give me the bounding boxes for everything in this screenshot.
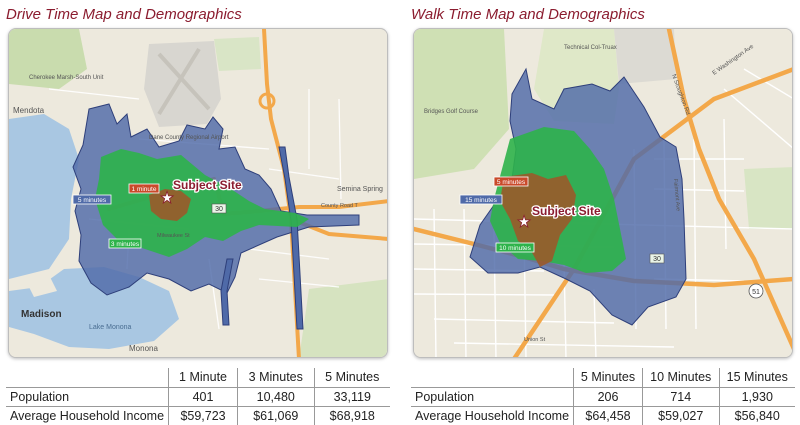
monona-label: Monona <box>129 344 158 353</box>
walk-time-map[interactable]: 30 51 15 minutes 10 minutes 5 minutes ★ … <box>413 28 793 358</box>
walk-income-row: Average Household Income $64,458 $59,027… <box>411 406 795 425</box>
technical-college-label: Technical Col-Truax <box>564 45 617 51</box>
drive-inc-3min: $61,069 <box>237 406 315 425</box>
drive-subject-star-icon: ★ <box>160 190 174 207</box>
milwaukee-st-label: Milwaukee St <box>157 233 190 239</box>
drive-1min-label: 1 minute <box>132 186 157 193</box>
walk-5min-label: 5 minutes <box>497 179 526 186</box>
walk-time-panel: Walk Time Map and Demographics <box>405 0 800 425</box>
walk-route-51-shield: 51 <box>752 289 760 296</box>
union-st-label: Union St <box>524 337 546 343</box>
walk-table-header-row: 5 Minutes 10 Minutes 15 Minutes <box>411 368 795 388</box>
drive-route-30-shield: 30 <box>215 206 223 213</box>
drive-col-5min: 5 Minutes <box>313 368 390 388</box>
airport-label: Dane County Regional Airport <box>149 135 229 141</box>
drive-subject-site-label: Subject Site <box>173 178 242 192</box>
drive-col-3min: 3 Minutes <box>237 368 315 388</box>
drive-population-row: Population 401 10,480 33,119 <box>6 387 390 407</box>
seminole-label: Semina Spring <box>337 186 383 193</box>
walk-table-corner <box>411 368 574 388</box>
walk-subject-site-label: Subject Site <box>532 204 601 218</box>
walk-panel-title: Walk Time Map and Demographics <box>411 6 645 23</box>
drive-inc-5min: $68,918 <box>313 406 390 425</box>
drive-5min-label: 5 minutes <box>78 197 107 204</box>
walk-inc-15min: $56,840 <box>718 406 795 425</box>
walk-15min-label: 15 minutes <box>465 197 498 204</box>
drive-panel-title: Drive Time Map and Demographics <box>6 6 242 23</box>
drive-stats-table: 1 Minute 3 Minutes 5 Minutes Population … <box>6 368 390 425</box>
mendota-label: Mendota <box>13 106 45 115</box>
drive-3min-label: 3 minutes <box>111 241 140 248</box>
walk-col-5min: 5 Minutes <box>573 368 643 388</box>
walk-pop-10min: 714 <box>641 387 719 407</box>
walk-route-30-shield: 30 <box>653 256 661 263</box>
walk-10min-label: 10 minutes <box>499 245 532 252</box>
walk-pop-15min: 1,930 <box>718 387 795 407</box>
walk-population-row: Population 206 714 1,930 <box>411 387 795 407</box>
drive-income-row: Average Household Income $59,723 $61,069… <box>6 406 390 425</box>
drive-pop-1min: 401 <box>168 387 238 407</box>
walk-population-label: Population <box>411 387 574 407</box>
drive-time-map[interactable]: 30 5 minutes 3 minutes 1 minute ★ Subjec… <box>8 28 388 358</box>
bridges-golf-label: Bridges Golf Course <box>424 109 479 115</box>
walk-inc-10min: $59,027 <box>641 406 719 425</box>
cherokee-label: Cherokee Marsh-South Unit <box>29 75 104 81</box>
drive-time-panel: Drive Time Map and Demographics <box>0 0 395 425</box>
drive-income-label: Average Household Income <box>10 408 165 423</box>
drive-table-corner <box>6 368 169 388</box>
walk-subject-star-icon: ★ <box>517 214 531 231</box>
drive-inc-1min: $59,723 <box>168 406 238 425</box>
drive-col-1min: 1 Minute <box>168 368 238 388</box>
drive-table-header-row: 1 Minute 3 Minutes 5 Minutes <box>6 368 390 388</box>
walk-stats-table: 5 Minutes 10 Minutes 15 Minutes Populati… <box>411 368 795 425</box>
walk-col-15min: 15 Minutes <box>718 368 795 388</box>
fairmont-ave-label: Fairmont Ave <box>672 179 681 212</box>
walk-income-label: Average Household Income <box>415 408 570 423</box>
drive-population-label: Population <box>6 387 169 407</box>
county-road-label: County Road T <box>321 203 359 209</box>
drive-pop-3min: 10,480 <box>237 387 315 407</box>
walk-pop-5min: 206 <box>573 387 643 407</box>
drive-pop-5min: 33,119 <box>313 387 390 407</box>
walk-col-10min: 10 Minutes <box>641 368 719 388</box>
madison-label: Madison <box>21 309 62 320</box>
lake-monona-label: Lake Monona <box>89 324 132 331</box>
walk-inc-5min: $64,458 <box>573 406 643 425</box>
